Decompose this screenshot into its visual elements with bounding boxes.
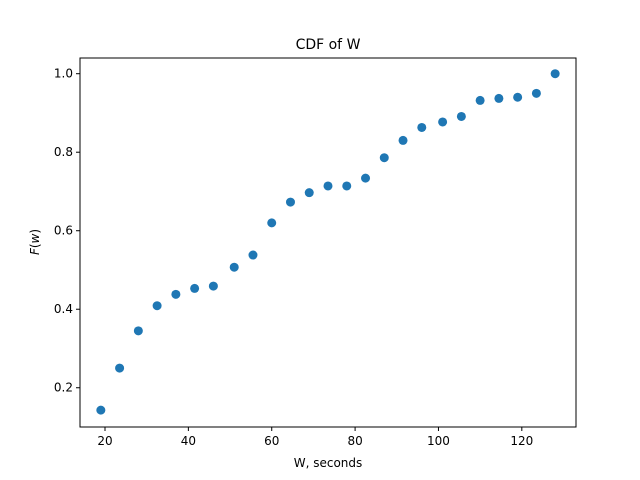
y-tick-label: 1.0: [54, 67, 73, 81]
data-point: [229, 262, 239, 272]
data-point: [475, 95, 485, 105]
data-point: [379, 153, 389, 163]
x-tick-label: 80: [347, 434, 362, 448]
y-label-var: w: [28, 233, 42, 243]
data-point: [267, 218, 277, 228]
data-point: [171, 289, 181, 299]
data-point: [285, 197, 295, 207]
x-tick-label: 100: [427, 434, 450, 448]
x-tick-label: 20: [97, 434, 112, 448]
data-point: [96, 405, 106, 415]
y-label-close-paren: ): [28, 229, 42, 234]
y-axis-label: F(w): [28, 229, 42, 255]
data-point: [342, 181, 352, 191]
data-point: [438, 117, 448, 127]
data-point: [494, 93, 504, 103]
data-point: [531, 88, 541, 98]
x-tick-label: 40: [181, 434, 196, 448]
x-tick-label: 120: [510, 434, 533, 448]
data-point: [417, 122, 427, 132]
data-point: [248, 250, 258, 260]
data-point: [115, 363, 125, 373]
y-tick-label: 0.8: [54, 145, 73, 159]
y-axis: 0.2 0.4 0.6 0.8 1.0: [54, 67, 80, 395]
data-point: [304, 188, 314, 198]
data-point: [208, 281, 218, 291]
y-tick-label: 0.4: [54, 302, 73, 316]
data-point: [323, 181, 333, 191]
axes-frame: [79, 57, 577, 428]
data-point: [550, 69, 560, 79]
data-point: [190, 283, 200, 293]
x-axis: 20 40 60 80 100 120: [97, 427, 533, 448]
data-point: [152, 301, 162, 311]
data-point: [513, 92, 523, 102]
plot-area: [96, 69, 560, 415]
y-label-open-paren: (: [28, 243, 42, 248]
x-tick-label: 60: [264, 434, 279, 448]
data-point: [361, 173, 371, 183]
y-label-func: F: [28, 247, 42, 255]
data-point: [456, 111, 466, 121]
data-point: [133, 326, 143, 336]
data-point: [398, 135, 408, 145]
chart-title: CDF of W: [296, 37, 361, 53]
y-tick-label: 0.6: [54, 224, 73, 238]
x-axis-label: W, seconds: [294, 456, 363, 470]
y-tick-label: 0.2: [54, 381, 73, 395]
